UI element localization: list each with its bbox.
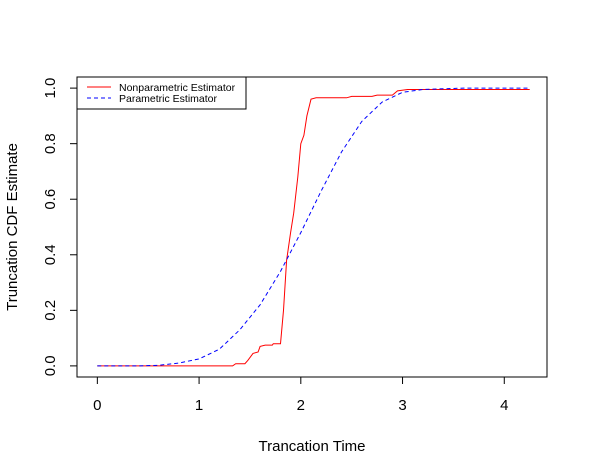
y-tick-label: 0.8	[42, 133, 59, 154]
series-line-nonparametric	[97, 89, 530, 367]
legend-label-nonparametric: Nonparametric Estimator	[119, 82, 236, 94]
y-axis-label: Truncation CDF Estimate	[4, 143, 21, 311]
y-axis: 0.0 0.2 0.4 0.6 0.8 1.0	[42, 78, 78, 376]
legend-label-parametric: Parametric Estimator	[119, 93, 218, 105]
x-axis: 0 1 2 3 4	[93, 376, 508, 414]
legend-box	[76, 76, 247, 110]
series-line-parametric	[97, 87, 530, 367]
x-tick-label: 1	[195, 397, 203, 414]
legend: Nonparametric Estimator Parametric Estim…	[76, 76, 247, 110]
x-tick-label: 4	[500, 397, 508, 414]
x-tick-label: 0	[93, 397, 101, 414]
series-layer	[97, 87, 530, 367]
x-axis-label: Trancation Time	[259, 438, 366, 455]
y-tick-label: 1.0	[42, 78, 59, 99]
x-tick-label: 3	[398, 397, 406, 414]
y-tick-label: 0.2	[42, 300, 59, 321]
y-tick-label: 0.0	[42, 355, 59, 376]
y-tick-label: 0.4	[42, 244, 59, 265]
y-tick-label: 0.6	[42, 189, 59, 210]
x-tick-label: 2	[297, 397, 305, 414]
